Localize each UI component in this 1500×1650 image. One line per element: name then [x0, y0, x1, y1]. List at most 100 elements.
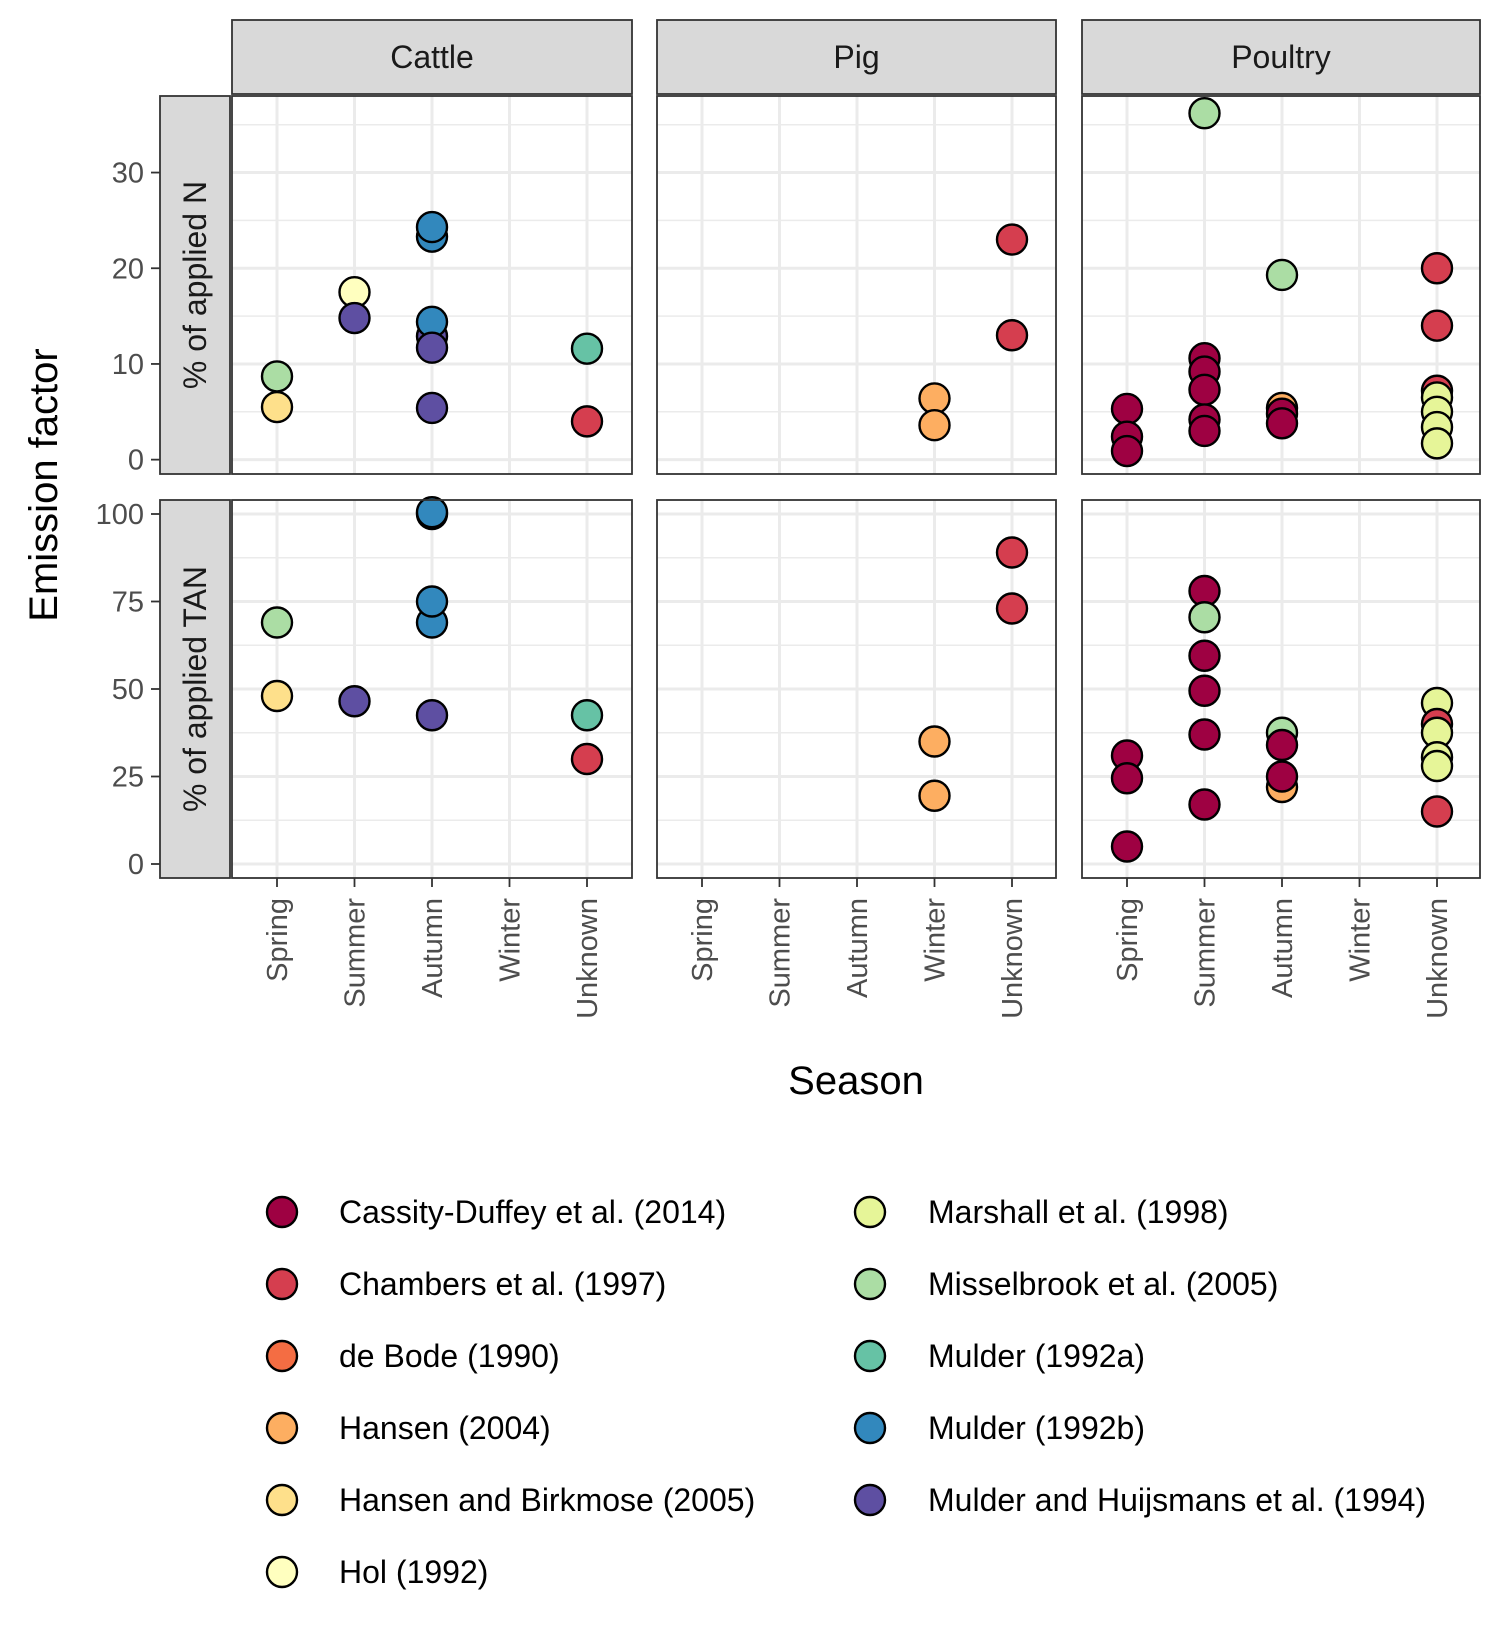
- legend-label: Misselbrook et al. (2005): [928, 1266, 1278, 1302]
- y-tick-label: 0: [128, 849, 144, 881]
- legend-key: [265, 1411, 299, 1445]
- data-point: [1265, 258, 1299, 292]
- data-point: [995, 592, 1029, 625]
- x-tick-label: Autumn: [417, 898, 449, 998]
- data-point: [918, 408, 951, 442]
- data-point: [415, 699, 449, 732]
- data-point: [1420, 309, 1454, 342]
- data-point: [1110, 434, 1144, 468]
- data-point: [338, 301, 371, 335]
- data-point: [1110, 830, 1144, 863]
- data-point: [1420, 427, 1454, 460]
- legend-label: Hansen and Birkmose (2005): [339, 1482, 755, 1518]
- x-tick-label: Autumn: [842, 898, 874, 998]
- data-point: [1265, 728, 1299, 762]
- data-point: [1188, 601, 1221, 634]
- data-point: [918, 382, 951, 415]
- axes-layer: Cattle Pig Poultry % of applied N 0 10 20 30 % o…: [96, 19, 1481, 1019]
- x-tick-label: Summer: [1190, 898, 1222, 1008]
- row-strip-label-1: % of applied TAN: [177, 566, 213, 812]
- panel-border: [1081, 499, 1481, 879]
- x-tick-label: Unknown: [1422, 898, 1454, 1019]
- data-point: [1188, 373, 1221, 406]
- data-point: [1265, 760, 1299, 793]
- data-point: [260, 606, 294, 639]
- legend-key: [265, 1339, 299, 1373]
- panel-border: [656, 95, 1057, 475]
- legend-key: [853, 1339, 887, 1373]
- legend-label: Mulder and Huijsmans et al. (1994): [928, 1482, 1426, 1518]
- x-tick-label: Winter: [1345, 898, 1377, 982]
- y-tick-label: 75: [112, 587, 144, 619]
- legend-label: Cassity-Duffey et al. (2014): [339, 1194, 726, 1230]
- data-point: [1188, 718, 1221, 751]
- legend: Cassity-Duffey et al. (2014) Chambers et …: [265, 1194, 1426, 1590]
- strip-label-poultry: Poultry: [1231, 39, 1331, 75]
- data-point: [570, 405, 604, 438]
- data-point: [1188, 639, 1221, 672]
- data-point: [415, 210, 449, 244]
- y-tick-label: 50: [112, 674, 144, 706]
- x-tick-label: Spring: [687, 898, 719, 982]
- y-tick-label: 20: [112, 253, 144, 285]
- legend-label: Mulder (1992b): [928, 1410, 1145, 1446]
- legend-label: Hol (1992): [339, 1554, 488, 1590]
- data-point: [1110, 392, 1144, 426]
- strip-poultry: [1081, 19, 1481, 95]
- legend-key: [265, 1267, 299, 1301]
- y-tick-label: 10: [112, 349, 144, 381]
- points-layer: [260, 97, 1454, 863]
- data-point: [338, 685, 371, 718]
- data-point: [415, 496, 449, 529]
- data-point: [1188, 414, 1221, 448]
- legend-key: [853, 1411, 887, 1445]
- x-tick-label: Autumn: [1267, 898, 1299, 998]
- legend-label: Mulder (1992a): [928, 1338, 1145, 1374]
- x-tick-label: Spring: [1112, 898, 1144, 982]
- legend-key: [265, 1555, 299, 1589]
- y-tick-label: 30: [112, 158, 144, 190]
- panel-border: [1081, 95, 1481, 475]
- data-point: [1188, 788, 1221, 821]
- data-point: [995, 536, 1029, 569]
- data-point: [415, 585, 449, 618]
- data-point: [1188, 97, 1221, 130]
- strip-pig: [656, 19, 1057, 95]
- strip-label-cattle: Cattle: [390, 39, 474, 75]
- legend-key: [853, 1267, 887, 1301]
- data-point: [995, 319, 1029, 352]
- x-tick-label: Winter: [920, 898, 952, 982]
- data-point: [1188, 674, 1221, 707]
- data-point: [570, 699, 604, 732]
- panels-layer: [232, 96, 1480, 878]
- strip-label-pig: Pig: [833, 39, 879, 75]
- data-point: [260, 360, 294, 393]
- data-point: [260, 390, 294, 424]
- y-axis-title: Emission factor: [22, 348, 66, 621]
- legend-key: [853, 1483, 887, 1517]
- legend-label: Chambers et al. (1997): [339, 1266, 666, 1302]
- data-point: [918, 779, 951, 812]
- data-point: [1420, 795, 1454, 828]
- row-strip-label-0: % of applied N: [177, 181, 213, 389]
- data-point: [260, 679, 294, 713]
- legend-label: Hansen (2004): [339, 1410, 551, 1446]
- data-point: [1420, 749, 1454, 783]
- data-point: [995, 223, 1029, 256]
- x-tick-label: Spring: [262, 898, 294, 982]
- legend-key: [265, 1483, 299, 1517]
- legend-label: Marshall et al. (1998): [928, 1194, 1229, 1230]
- data-point: [1265, 407, 1299, 440]
- data-point: [1420, 252, 1454, 285]
- x-tick-label: Summer: [340, 898, 372, 1008]
- data-point: [918, 725, 951, 758]
- y-tick-label: 25: [112, 762, 144, 794]
- data-point: [415, 391, 449, 425]
- row-strip-0: [159, 95, 231, 475]
- y-tick-label: 0: [128, 445, 144, 477]
- data-point: [570, 742, 604, 776]
- x-axis-title: Season: [788, 1059, 924, 1103]
- strip-cattle: [231, 19, 633, 95]
- legend-label: de Bode (1990): [339, 1338, 560, 1374]
